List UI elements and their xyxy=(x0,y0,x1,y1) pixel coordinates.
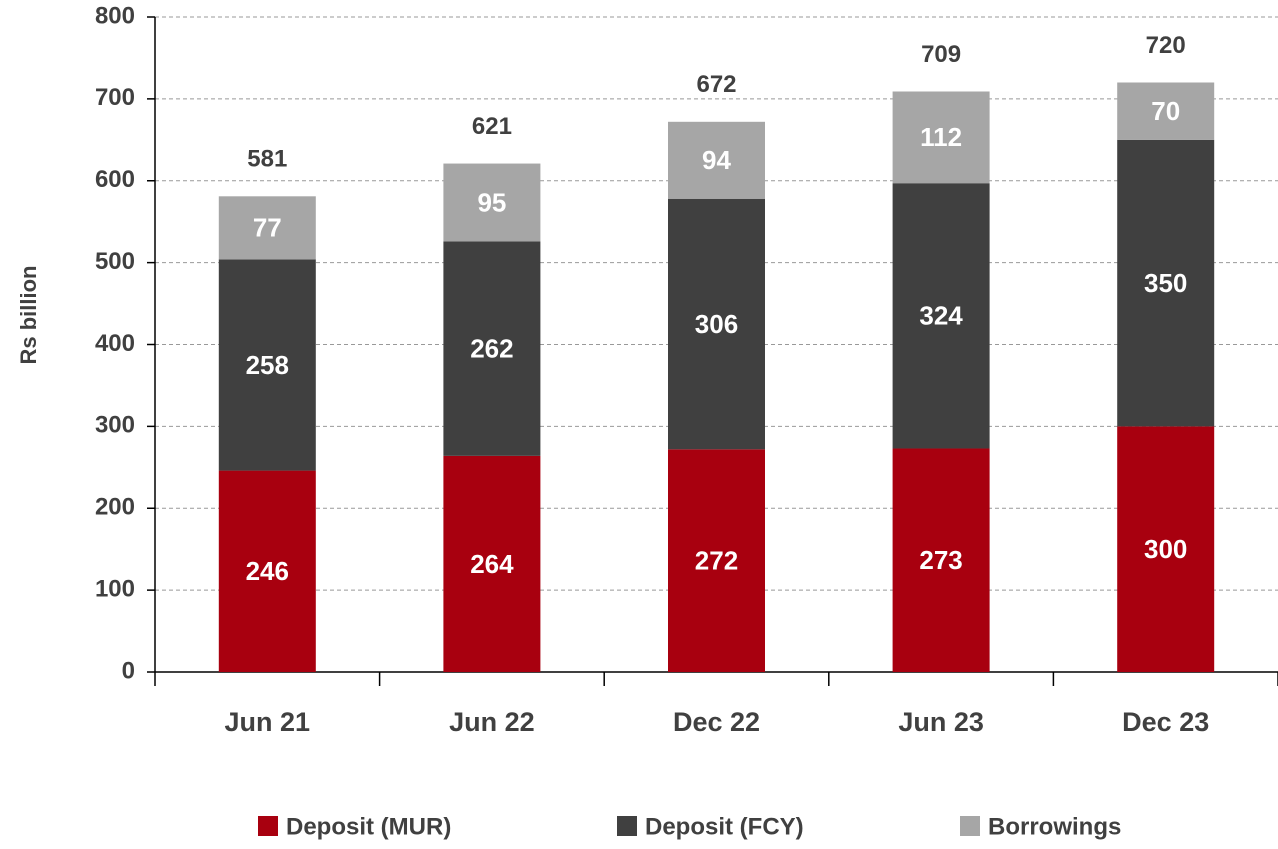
legend-label: Deposit (FCY) xyxy=(645,813,804,840)
value-label: 264 xyxy=(470,549,514,579)
bar-segment xyxy=(1117,139,1215,427)
x-tick-label: Dec 22 xyxy=(673,707,760,737)
bar-segment xyxy=(218,259,316,471)
value-label: 350 xyxy=(1144,268,1187,298)
bar-segment xyxy=(668,198,765,450)
y-tick-label: 400 xyxy=(95,330,135,357)
value-label: 306 xyxy=(695,309,738,339)
value-label: 324 xyxy=(919,301,963,331)
value-label: 273 xyxy=(919,545,962,575)
bar-segment xyxy=(443,455,541,672)
y-tick-label: 0 xyxy=(122,657,135,684)
value-label: 258 xyxy=(246,350,289,380)
total-label: 709 xyxy=(921,41,961,68)
bar-segment xyxy=(668,121,765,199)
y-tick-label: 700 xyxy=(95,84,135,111)
y-tick-label: 600 xyxy=(95,166,135,193)
value-label: 77 xyxy=(253,213,282,243)
x-tick-label: Jun 21 xyxy=(225,707,311,737)
legend-swatch xyxy=(617,816,637,836)
bar-segment xyxy=(892,183,990,449)
legend-swatch xyxy=(258,816,278,836)
x-tick-label: Dec 23 xyxy=(1122,707,1209,737)
bar-segment xyxy=(218,196,316,260)
bar-segment xyxy=(668,449,765,672)
bar-segment xyxy=(1117,426,1215,672)
x-tick-label: Jun 22 xyxy=(449,707,535,737)
legend-label: Borrowings xyxy=(988,813,1121,840)
y-tick-label: 800 xyxy=(95,2,135,29)
value-label: 300 xyxy=(1144,534,1187,564)
value-label: 272 xyxy=(695,546,738,576)
value-label: 70 xyxy=(1151,96,1180,126)
value-label: 94 xyxy=(702,145,731,175)
legend-label: Deposit (MUR) xyxy=(286,813,451,840)
bar-segment xyxy=(218,470,316,672)
value-label: 262 xyxy=(470,333,513,363)
y-tick-label: 300 xyxy=(95,412,135,439)
bar-segment xyxy=(443,241,541,456)
bar-segment xyxy=(892,91,990,184)
value-label: 112 xyxy=(920,122,962,152)
value-label: 246 xyxy=(246,556,289,586)
bar-segment xyxy=(892,448,990,672)
bar-segment xyxy=(1117,82,1215,140)
y-tick-label: 500 xyxy=(95,248,135,275)
total-label: 581 xyxy=(247,146,287,173)
legend-swatch xyxy=(960,816,980,836)
y-tick-label: 100 xyxy=(95,575,135,602)
total-label: 621 xyxy=(472,113,512,140)
y-tick-label: 200 xyxy=(95,494,135,521)
x-tick-label: Jun 23 xyxy=(898,707,984,737)
total-label: 720 xyxy=(1146,32,1186,59)
total-label: 672 xyxy=(696,71,736,98)
bar-segment xyxy=(443,163,541,242)
value-label: 95 xyxy=(477,187,506,217)
y-axis-label: Rs billion xyxy=(16,266,41,365)
